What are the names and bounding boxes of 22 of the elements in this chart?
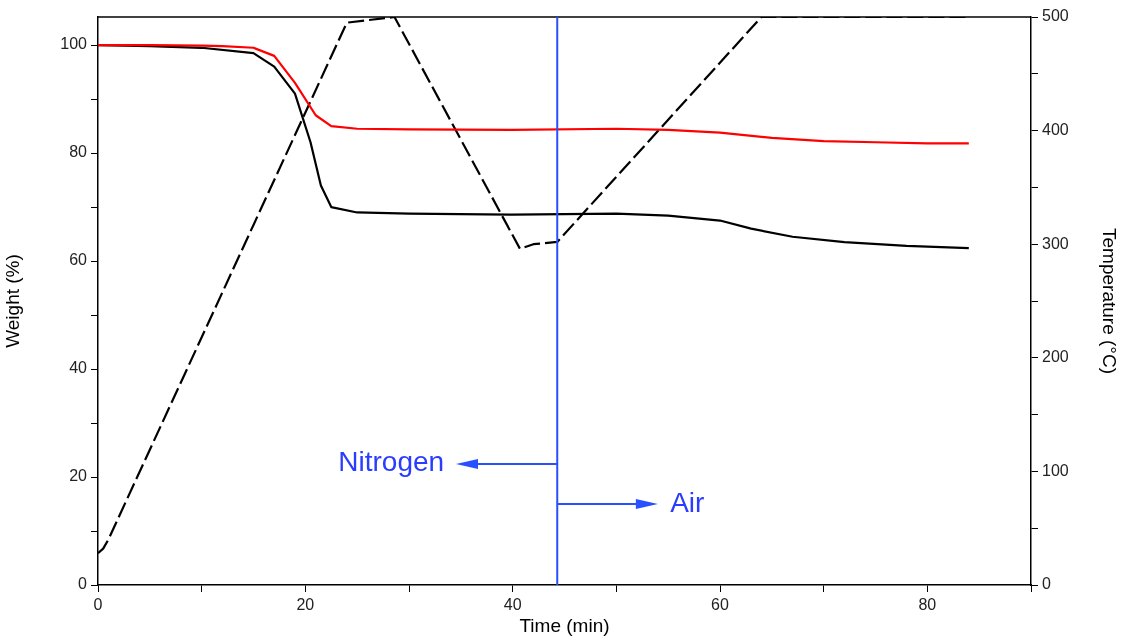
y2-axis-title: Temperature (°C): [1099, 228, 1121, 374]
x-axis-title: Time (min): [519, 614, 610, 636]
y2-tick-label: 100: [1042, 461, 1069, 479]
x-tick-label: 80: [918, 596, 937, 614]
x-tick-label: 60: [711, 596, 729, 614]
x-tick-label: 0: [93, 596, 103, 614]
annotation: Air: [670, 486, 705, 518]
annotation: Nitrogen: [338, 446, 445, 478]
y-tick-label: 40: [69, 359, 88, 377]
y-tick-label: 20: [69, 467, 88, 485]
y2-tick-label: 300: [1042, 234, 1069, 252]
y-tick-label: 100: [60, 35, 88, 53]
y2-tick-label: 400: [1042, 121, 1069, 139]
y2-tick-label: 0: [1042, 575, 1051, 593]
x-tick-label: 40: [503, 596, 522, 614]
y-axis-title: Weight (%): [1, 254, 23, 348]
y-tick-label: 80: [69, 143, 88, 161]
y-tick-label: 60: [69, 251, 88, 269]
y2-tick-label: 500: [1042, 7, 1069, 25]
y-tick-label: 0: [78, 575, 88, 593]
x-tick-label: 20: [296, 596, 315, 614]
y2-tick-label: 200: [1042, 348, 1069, 366]
